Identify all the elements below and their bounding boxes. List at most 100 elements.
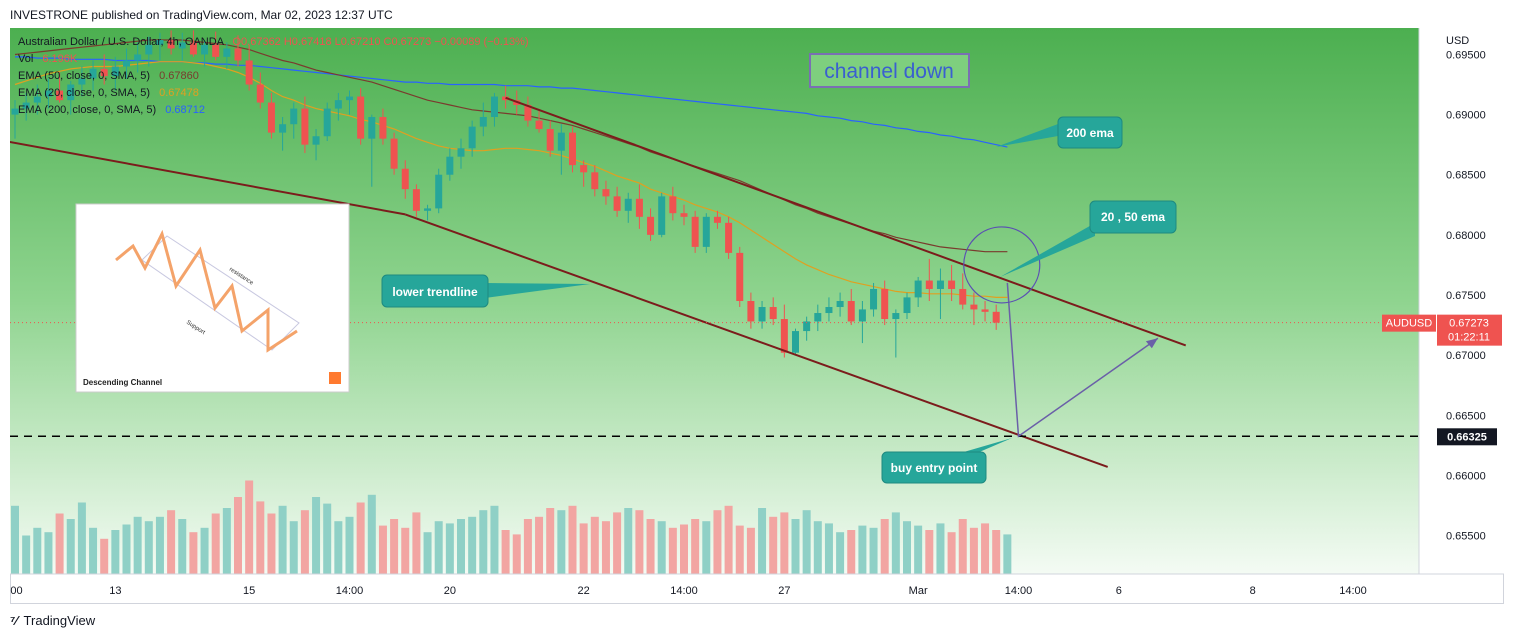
volume-bar bbox=[434, 521, 443, 574]
volume-bar bbox=[445, 523, 454, 574]
volume-bar bbox=[557, 510, 566, 574]
ema2050-callout-text: 20 , 50 ema bbox=[1101, 210, 1165, 224]
volume-bar bbox=[891, 512, 900, 574]
legend-ema200: EMA (200, close, 0, SMA, 5) 0.68712 bbox=[18, 104, 205, 116]
ema200-callout: 200 ema bbox=[996, 116, 1123, 149]
candle-body bbox=[167, 40, 175, 49]
volume-bar bbox=[992, 530, 1001, 574]
inset-logo-icon bbox=[329, 372, 341, 384]
symbol-tag bbox=[1382, 314, 1436, 332]
time-axis[interactable]: :00 13 15 14:00 20 22 14:00 27 Mar 14:00 6 8 14:00 bbox=[10, 573, 1504, 597]
candle-body bbox=[858, 309, 866, 322]
candle-body bbox=[602, 189, 610, 197]
ema200-callout-text: 200 ema bbox=[1066, 126, 1114, 140]
volume-bars bbox=[11, 480, 1012, 574]
ema2050-callout-box bbox=[1089, 200, 1177, 234]
time-tick-label: 8 bbox=[1250, 585, 1256, 597]
legend-ema20: EMA (20, close, 0, SMA, 5) 0.67478 bbox=[18, 87, 199, 99]
title-box bbox=[809, 53, 970, 88]
symbol-tag-text: AUDUSD bbox=[1386, 318, 1433, 330]
legend-ema50: EMA (50, close, 0, SMA, 5) 0.67860 bbox=[18, 70, 199, 82]
candle-body bbox=[814, 313, 822, 322]
ema200-callout-pointer bbox=[996, 124, 1058, 147]
price-tags: AUDUSD 0.67273 01:22:11 0.66325 bbox=[1382, 314, 1502, 446]
volume-bar bbox=[746, 527, 755, 574]
candle-body bbox=[948, 280, 956, 289]
candle-body bbox=[647, 216, 655, 235]
candle-body bbox=[591, 172, 599, 190]
candle-body bbox=[256, 84, 264, 103]
channel-down-title: channel down bbox=[809, 53, 970, 88]
candle-body bbox=[412, 189, 420, 211]
brand[interactable]: ⁷⁄ TradingView bbox=[10, 613, 95, 628]
lower-channel-line bbox=[404, 213, 1109, 468]
price-ticks: 0.69500 0.69000 0.68500 0.68000 0.67500 0.670… bbox=[1446, 49, 1486, 542]
volume-bar bbox=[847, 530, 856, 574]
time-tick-label: 14:00 bbox=[670, 585, 698, 597]
price-tick-label: 0.66000 bbox=[1446, 470, 1486, 482]
candle-body bbox=[870, 288, 878, 310]
volume-bar bbox=[423, 532, 432, 574]
volume-bar bbox=[401, 527, 410, 574]
candle-body bbox=[223, 48, 231, 57]
time-tick-label: 27 bbox=[778, 585, 790, 597]
ema2050-callout: 20 , 50 ema bbox=[1000, 200, 1177, 277]
candle-body bbox=[390, 138, 398, 169]
tradingview-logo-icon: ⁷⁄ bbox=[10, 613, 18, 628]
last-price-text: 0.67273 bbox=[1449, 318, 1489, 330]
buy-entry-text: buy entry point bbox=[891, 461, 978, 475]
volume-bar bbox=[1003, 534, 1012, 574]
lower-trendline-text: lower trendline bbox=[392, 285, 478, 299]
candle-body bbox=[123, 60, 130, 67]
volume-bar bbox=[11, 505, 19, 574]
inset-zigzag bbox=[115, 229, 298, 353]
lower-trendline-pointer bbox=[485, 283, 590, 298]
last-price-tag bbox=[1437, 314, 1502, 346]
buy-entry-callout: buy entry point bbox=[881, 438, 1012, 484]
volume-bar bbox=[479, 510, 488, 574]
candle-body bbox=[424, 208, 432, 211]
volume-bar bbox=[356, 502, 365, 574]
candle-body bbox=[546, 129, 554, 151]
footer: ⁷⁄ TradingView bbox=[0, 606, 1514, 638]
volume-bar bbox=[100, 538, 109, 574]
chart-legend: Australian Dollar / U.S. Dollar, 4h, OAN… bbox=[18, 36, 529, 116]
price-tick-label: 0.67500 bbox=[1446, 290, 1486, 302]
ema200-callout-box bbox=[1057, 116, 1123, 149]
candle-body bbox=[691, 216, 699, 247]
volume-bar bbox=[312, 497, 321, 574]
volume-bar bbox=[501, 530, 510, 574]
time-tick-label: 14:00 bbox=[1339, 585, 1367, 597]
legend-ema200-label: EMA (200, close, 0, SMA, 5) bbox=[18, 104, 156, 116]
candle-body bbox=[847, 301, 855, 322]
volume-bar bbox=[111, 530, 120, 574]
candle-body bbox=[323, 108, 331, 137]
volume-bar bbox=[969, 527, 978, 574]
volume-bar bbox=[791, 519, 800, 574]
currency-label: USD bbox=[1446, 35, 1469, 47]
legend-ema50-value: 0.67860 bbox=[159, 70, 199, 82]
time-ticks: :00 13 15 14:00 20 22 14:00 27 Mar 14:00 6 8 14:00 bbox=[10, 585, 1367, 597]
candle-body bbox=[111, 66, 119, 77]
price-axis[interactable]: USD 0.695000.690000.685000.680000.675000… bbox=[1418, 28, 1504, 574]
volume-bar bbox=[133, 516, 142, 574]
volume-bar bbox=[457, 519, 465, 574]
volume-bar bbox=[724, 505, 733, 574]
candle-body bbox=[680, 213, 688, 217]
volume-bar bbox=[66, 519, 75, 574]
volume-bar bbox=[958, 519, 967, 574]
chart-canvas[interactable]: resistance Support Descending Channel ch… bbox=[10, 28, 1504, 604]
volume-bar bbox=[523, 519, 532, 574]
volume-bar bbox=[824, 523, 833, 574]
candle-body bbox=[100, 68, 108, 77]
volume-bar bbox=[590, 516, 599, 574]
candle-body bbox=[792, 331, 799, 353]
volume-bar bbox=[646, 519, 655, 574]
volume-bar bbox=[668, 527, 677, 574]
candle-body bbox=[959, 288, 967, 305]
projection-arrowhead bbox=[1145, 338, 1158, 349]
candle-body bbox=[234, 48, 242, 61]
candle-body bbox=[713, 216, 721, 223]
candle-body bbox=[769, 307, 777, 320]
candle-body bbox=[702, 216, 710, 247]
